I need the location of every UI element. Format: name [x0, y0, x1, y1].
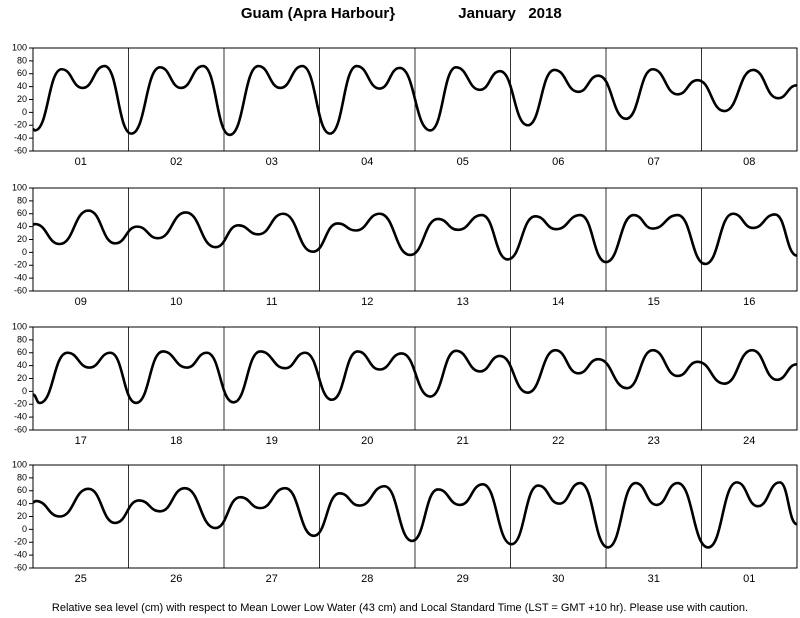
y-tick-label: -40 [14, 133, 27, 143]
y-tick-label: 100 [12, 42, 27, 52]
y-tick-label: 0 [22, 247, 27, 257]
y-tick-label: 80 [17, 334, 27, 344]
day-label: 12 [361, 296, 373, 308]
day-label: 16 [743, 296, 755, 308]
y-tick-label: 0 [22, 386, 27, 396]
date: January 2018 [458, 5, 561, 22]
day-label: 01 [743, 573, 755, 585]
day-label: 06 [552, 156, 564, 168]
title: Guam (Apra Harbour} [241, 5, 395, 22]
day-label: 20 [361, 435, 373, 447]
day-label: 07 [648, 156, 660, 168]
y-tick-label: 0 [22, 107, 27, 117]
day-label: 09 [75, 296, 87, 308]
day-label: 25 [75, 573, 87, 585]
day-label: 14 [552, 296, 564, 308]
day-label: 17 [75, 435, 87, 447]
y-tick-label: 40 [17, 81, 27, 91]
y-tick-label: 100 [12, 182, 27, 192]
y-tick-label: -20 [14, 537, 27, 547]
y-tick-label: 60 [17, 208, 27, 218]
day-label: 21 [457, 435, 469, 447]
y-tick-label: 20 [17, 94, 27, 104]
y-tick-label: 60 [17, 485, 27, 495]
day-label: 11 [266, 296, 277, 308]
y-tick-label: 40 [17, 221, 27, 231]
day-label: 24 [743, 435, 755, 447]
day-label: 18 [170, 435, 182, 447]
y-tick-label: 100 [12, 459, 27, 469]
y-tick-label: 20 [17, 234, 27, 244]
y-tick-label: -20 [14, 120, 27, 130]
day-label: 05 [457, 156, 469, 168]
tide-line [32, 481, 798, 549]
day-label: 30 [552, 573, 564, 585]
day-label: 13 [457, 296, 469, 308]
day-label: 19 [266, 435, 278, 447]
y-tick-label: 60 [17, 68, 27, 78]
tide-line [32, 64, 798, 137]
y-tick-label: 80 [17, 195, 27, 205]
y-tick-label: -60 [14, 562, 27, 572]
y-tick-label: 60 [17, 347, 27, 357]
day-label: 22 [552, 435, 564, 447]
day-label: 10 [170, 296, 182, 308]
y-tick-label: -40 [14, 412, 27, 422]
day-label: 31 [648, 573, 660, 585]
y-tick-label: -40 [14, 550, 27, 560]
tide-line [32, 348, 798, 405]
y-tick-label: 0 [22, 524, 27, 534]
y-tick-label: -20 [14, 399, 27, 409]
day-label: 23 [648, 435, 660, 447]
day-label: 15 [648, 296, 660, 308]
y-tick-label: 20 [17, 511, 27, 521]
y-tick-label: -20 [14, 260, 27, 270]
y-tick-label: 20 [17, 373, 27, 383]
y-tick-label: -40 [14, 273, 27, 283]
footer: Relative sea level (cm) with respect to … [52, 602, 748, 614]
day-label: 01 [75, 156, 87, 168]
day-label: 02 [170, 156, 182, 168]
y-tick-label: 100 [12, 321, 27, 331]
day-label: 04 [361, 156, 373, 168]
day-label: 27 [266, 573, 278, 585]
tide-line [32, 209, 798, 266]
day-label: 26 [170, 573, 182, 585]
y-tick-label: 80 [17, 55, 27, 65]
y-tick-label: 40 [17, 360, 27, 370]
day-label: 08 [743, 156, 755, 168]
day-label: 03 [266, 156, 278, 168]
y-tick-label: 40 [17, 498, 27, 508]
day-label: 29 [457, 573, 469, 585]
y-tick-label: -60 [14, 424, 27, 434]
y-tick-label: -60 [14, 145, 27, 155]
day-label: 28 [361, 573, 373, 585]
y-tick-label: -60 [14, 285, 27, 295]
y-tick-label: 80 [17, 472, 27, 482]
